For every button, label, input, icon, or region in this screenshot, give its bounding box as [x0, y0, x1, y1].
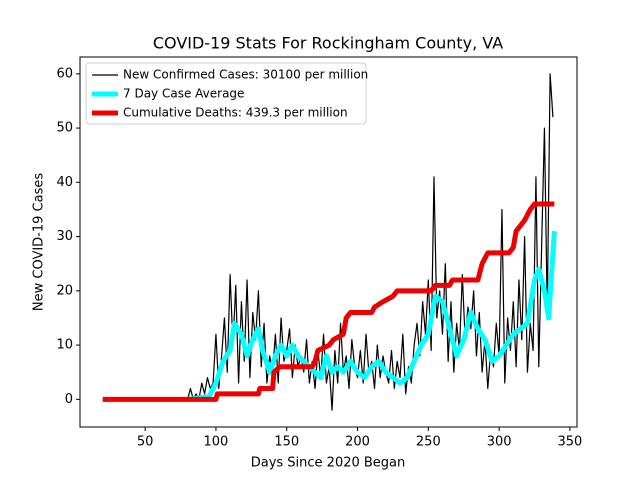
x-axis-label: Days Since 2020 Began: [251, 456, 406, 471]
series-line: [102, 201, 555, 402]
y-tick-label: 20: [56, 283, 73, 298]
y-tick-label: 10: [56, 338, 73, 353]
legend-frame: [85, 62, 367, 125]
y-tick-label: 0: [65, 392, 73, 407]
plot-frame: [79, 56, 578, 428]
y-tick-label: 30: [56, 229, 73, 244]
legend-label: New Confirmed Cases: 30100 per million: [123, 68, 368, 82]
x-tick-label: 50: [137, 435, 154, 450]
y-tick-label: 40: [56, 175, 73, 190]
x-tick-label: 100: [204, 435, 229, 450]
chart-title: COVID-19 Stats For Rockingham County, VA: [153, 34, 503, 53]
legend-label: 7 Day Case Average: [123, 87, 244, 101]
x-tick-label: 350: [558, 435, 583, 450]
y-tick-label: 50: [56, 121, 73, 136]
y-tick-label: 60: [56, 66, 73, 81]
x-tick-label: 250: [416, 435, 441, 450]
y-axis-label: New COVID-19 Cases: [32, 173, 47, 311]
series-line: [187, 230, 557, 402]
legend-label: Cumulative Deaths: 439.3 per million: [123, 106, 348, 120]
x-tick-label: 200: [345, 435, 370, 450]
x-tick-label: 300: [487, 435, 512, 450]
x-tick-label: 150: [274, 435, 299, 450]
